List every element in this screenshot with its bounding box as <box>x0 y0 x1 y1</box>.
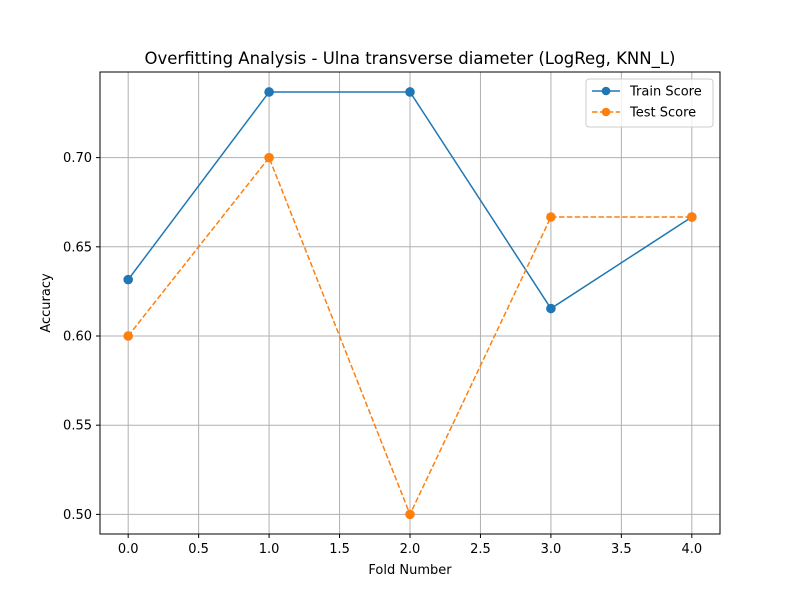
legend: Train Score Test Score <box>585 78 714 128</box>
test-score-point <box>123 331 133 341</box>
x-tick-label: 3.5 <box>611 542 632 557</box>
legend-swatch-marker <box>601 107 611 117</box>
y-tick-label: 0.55 <box>63 419 92 434</box>
train-score-point <box>264 87 274 97</box>
y-tick-label: 0.65 <box>63 240 92 255</box>
y-axis-label: Accuracy <box>39 273 54 333</box>
chart-title: Overfitting Analysis - Ulna transverse d… <box>145 49 676 69</box>
series-layer <box>123 87 697 520</box>
x-axis-label: Fold Number <box>368 563 452 578</box>
test-score-series <box>123 152 697 520</box>
x-tick-label: 1.5 <box>329 542 350 557</box>
train-score-point <box>405 87 415 97</box>
x-tick-label: 0.5 <box>188 542 209 557</box>
x-tick-label: 2.0 <box>400 542 421 557</box>
y-tick-label: 0.70 <box>63 151 92 166</box>
train-score-point <box>123 274 133 285</box>
x-tick-label: 2.5 <box>470 542 491 557</box>
test-score-point <box>405 509 415 520</box>
x-tick-label: 4.0 <box>681 542 702 557</box>
y-tick-label: 0.50 <box>63 508 92 523</box>
x-tick-label: 0.0 <box>118 542 139 557</box>
test-score-point <box>687 212 697 222</box>
legend-label: Train Score <box>629 85 702 100</box>
x-tick-label: 3.0 <box>541 542 562 557</box>
train-score-point <box>546 303 556 314</box>
legend-item-train-score: Train Score <box>592 85 702 100</box>
y-tick-label: 0.60 <box>63 330 92 345</box>
legend-item-test-score: Test Score <box>592 106 696 121</box>
test-score-point <box>264 152 274 163</box>
x-tick-label: 1.0 <box>259 542 280 557</box>
legend-swatch-marker <box>601 86 611 96</box>
legend-label: Test Score <box>629 106 696 121</box>
test-score-point <box>546 212 556 222</box>
axis-ticks: 0.0 0.5 1.0 1.5 2.0 2.5 3.0 3.5 4.0 0.50 0.55 0.60 0… <box>63 151 702 557</box>
